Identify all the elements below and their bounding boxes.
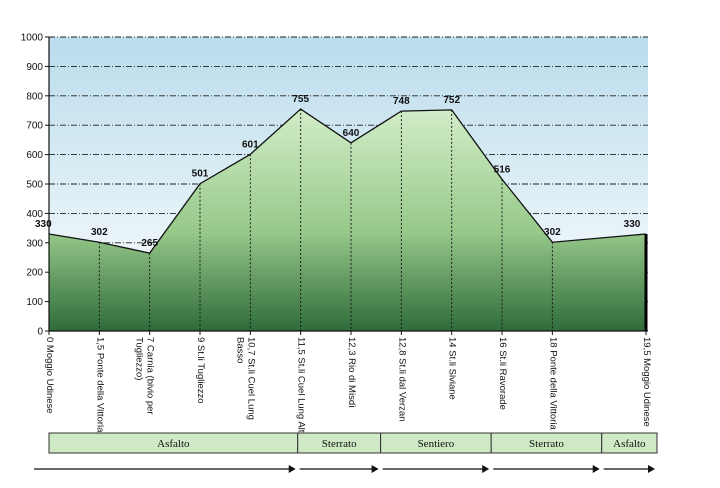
axes — [48, 37, 648, 335]
x-tick-label: 18 Ponte della Vittoria — [547, 337, 558, 430]
data-label: 748 — [393, 96, 410, 107]
y-tick-label: 1000 — [21, 33, 44, 44]
x-tick-label: 12,8 St.li dal Verzan — [396, 337, 407, 422]
x-tick-label: 16 St.li Ravorade — [497, 337, 508, 410]
elevation-line — [48, 108, 647, 254]
surface-segment-label: Asfalto — [157, 438, 190, 450]
arrow-head-icon — [288, 465, 296, 473]
x-tick-labels: 0 Moggio Udinese 1,5 Ponte della Vittoria… — [44, 337, 652, 438]
data-label: 640 — [343, 128, 360, 139]
y-tick-label: 100 — [26, 297, 43, 308]
data-label: 302 — [91, 227, 108, 238]
arrow-head-icon — [482, 465, 490, 473]
surface-segment-label: Sentiero — [418, 438, 455, 450]
x-tick-label: 12,3 Rio di Misdì — [346, 337, 357, 408]
elevation-area — [48, 108, 648, 331]
data-label: 330 — [624, 219, 641, 230]
y-tick-labels: 0 100 200 300 400 500 600 700 800 900 1000 — [21, 33, 44, 338]
drop-lines — [98, 109, 553, 331]
surface-segments: Asfalto Sterrato Sentiero Sterrato Asfalto — [48, 432, 658, 454]
x-tick-label: 10,7 St.li Cuel LungBasso — [234, 337, 256, 420]
x-tick-label: 0 Moggio Udinese — [44, 337, 55, 414]
y-tick-label: 0 — [37, 327, 43, 338]
x-tick-label: 19,5 Moggio Udinese — [641, 337, 652, 427]
x-tick-label: 11,5 St.li Cuel Lung Alto — [296, 337, 307, 438]
surface-segment-label: Sterrato — [322, 438, 357, 450]
direction-arrows — [34, 465, 655, 473]
data-label: 516 — [494, 164, 511, 175]
data-label: 755 — [292, 94, 309, 105]
data-label: 501 — [192, 169, 209, 180]
data-label: 601 — [242, 139, 259, 150]
x-tick-label: 14 St.li Siviane — [447, 337, 458, 400]
data-labels: 330 302 265 501 601 755 640 748 752 516 302 330 — [35, 94, 641, 249]
y-tick-label: 900 — [26, 62, 43, 73]
y-tick-label: 200 — [26, 268, 43, 279]
x-tick-label: 1,5 Ponte della Vittoria — [94, 337, 105, 433]
data-label: 752 — [443, 95, 460, 106]
arrow-head-icon — [648, 465, 655, 473]
x-tick-label: 9 St.li Tugliezzo — [195, 337, 206, 404]
arrow-head-icon — [371, 465, 379, 473]
y-tick-label: 300 — [26, 238, 43, 249]
surface-segment-label: Asfalto — [613, 438, 646, 450]
y-tick-label: 600 — [26, 150, 43, 161]
surface-segment-label: Sterrato — [529, 438, 564, 450]
x-tick-label: 7 Carnia (bivio perTugliezzo) — [134, 337, 156, 415]
data-label: 265 — [141, 238, 158, 249]
y-tick-label: 700 — [26, 121, 43, 132]
surface-segment — [601, 432, 658, 454]
elevation-fill — [49, 109, 646, 331]
y-tick-label: 400 — [26, 209, 43, 220]
data-label: 302 — [544, 227, 561, 238]
arrow-head-icon — [592, 465, 600, 473]
y-tick-label: 800 — [26, 91, 43, 102]
y-tick-label: 500 — [26, 180, 43, 191]
data-label: 330 — [35, 219, 52, 230]
